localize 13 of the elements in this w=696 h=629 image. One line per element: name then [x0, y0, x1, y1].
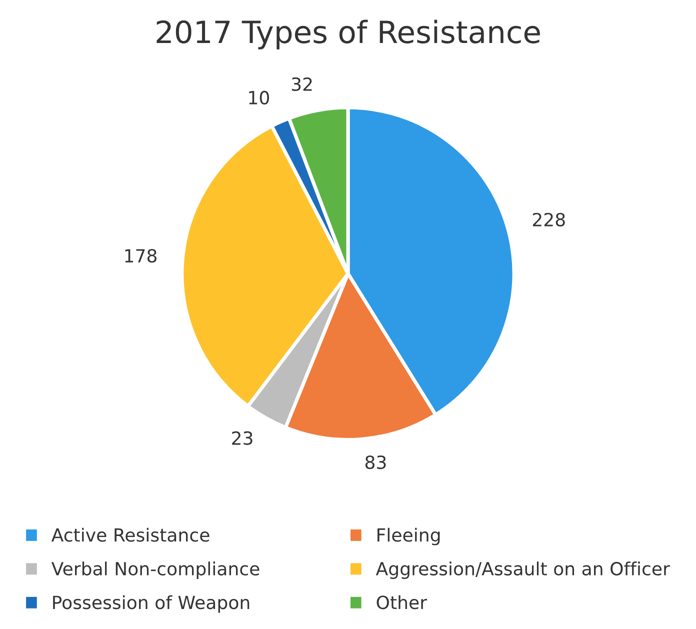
chart-title: 2017 Types of Resistance: [156, 20, 540, 50]
legend-label: Other: [376, 595, 428, 610]
legend-label: Verbal Non-compliance: [51, 562, 260, 580]
legend-label: Aggression/Assault on an Officer: [376, 562, 670, 580]
data-label: 32: [292, 77, 312, 92]
data-label: 10: [249, 90, 269, 104]
legend-label: Possession of Weapon: [53, 595, 250, 613]
data-label: 23: [232, 431, 252, 445]
legend-label: Fleeing: [378, 528, 440, 546]
data-label: 83: [365, 455, 386, 470]
data-label: 178: [125, 248, 156, 263]
legend-label: Active Resistance: [51, 528, 210, 542]
data-label: 228: [532, 212, 565, 226]
